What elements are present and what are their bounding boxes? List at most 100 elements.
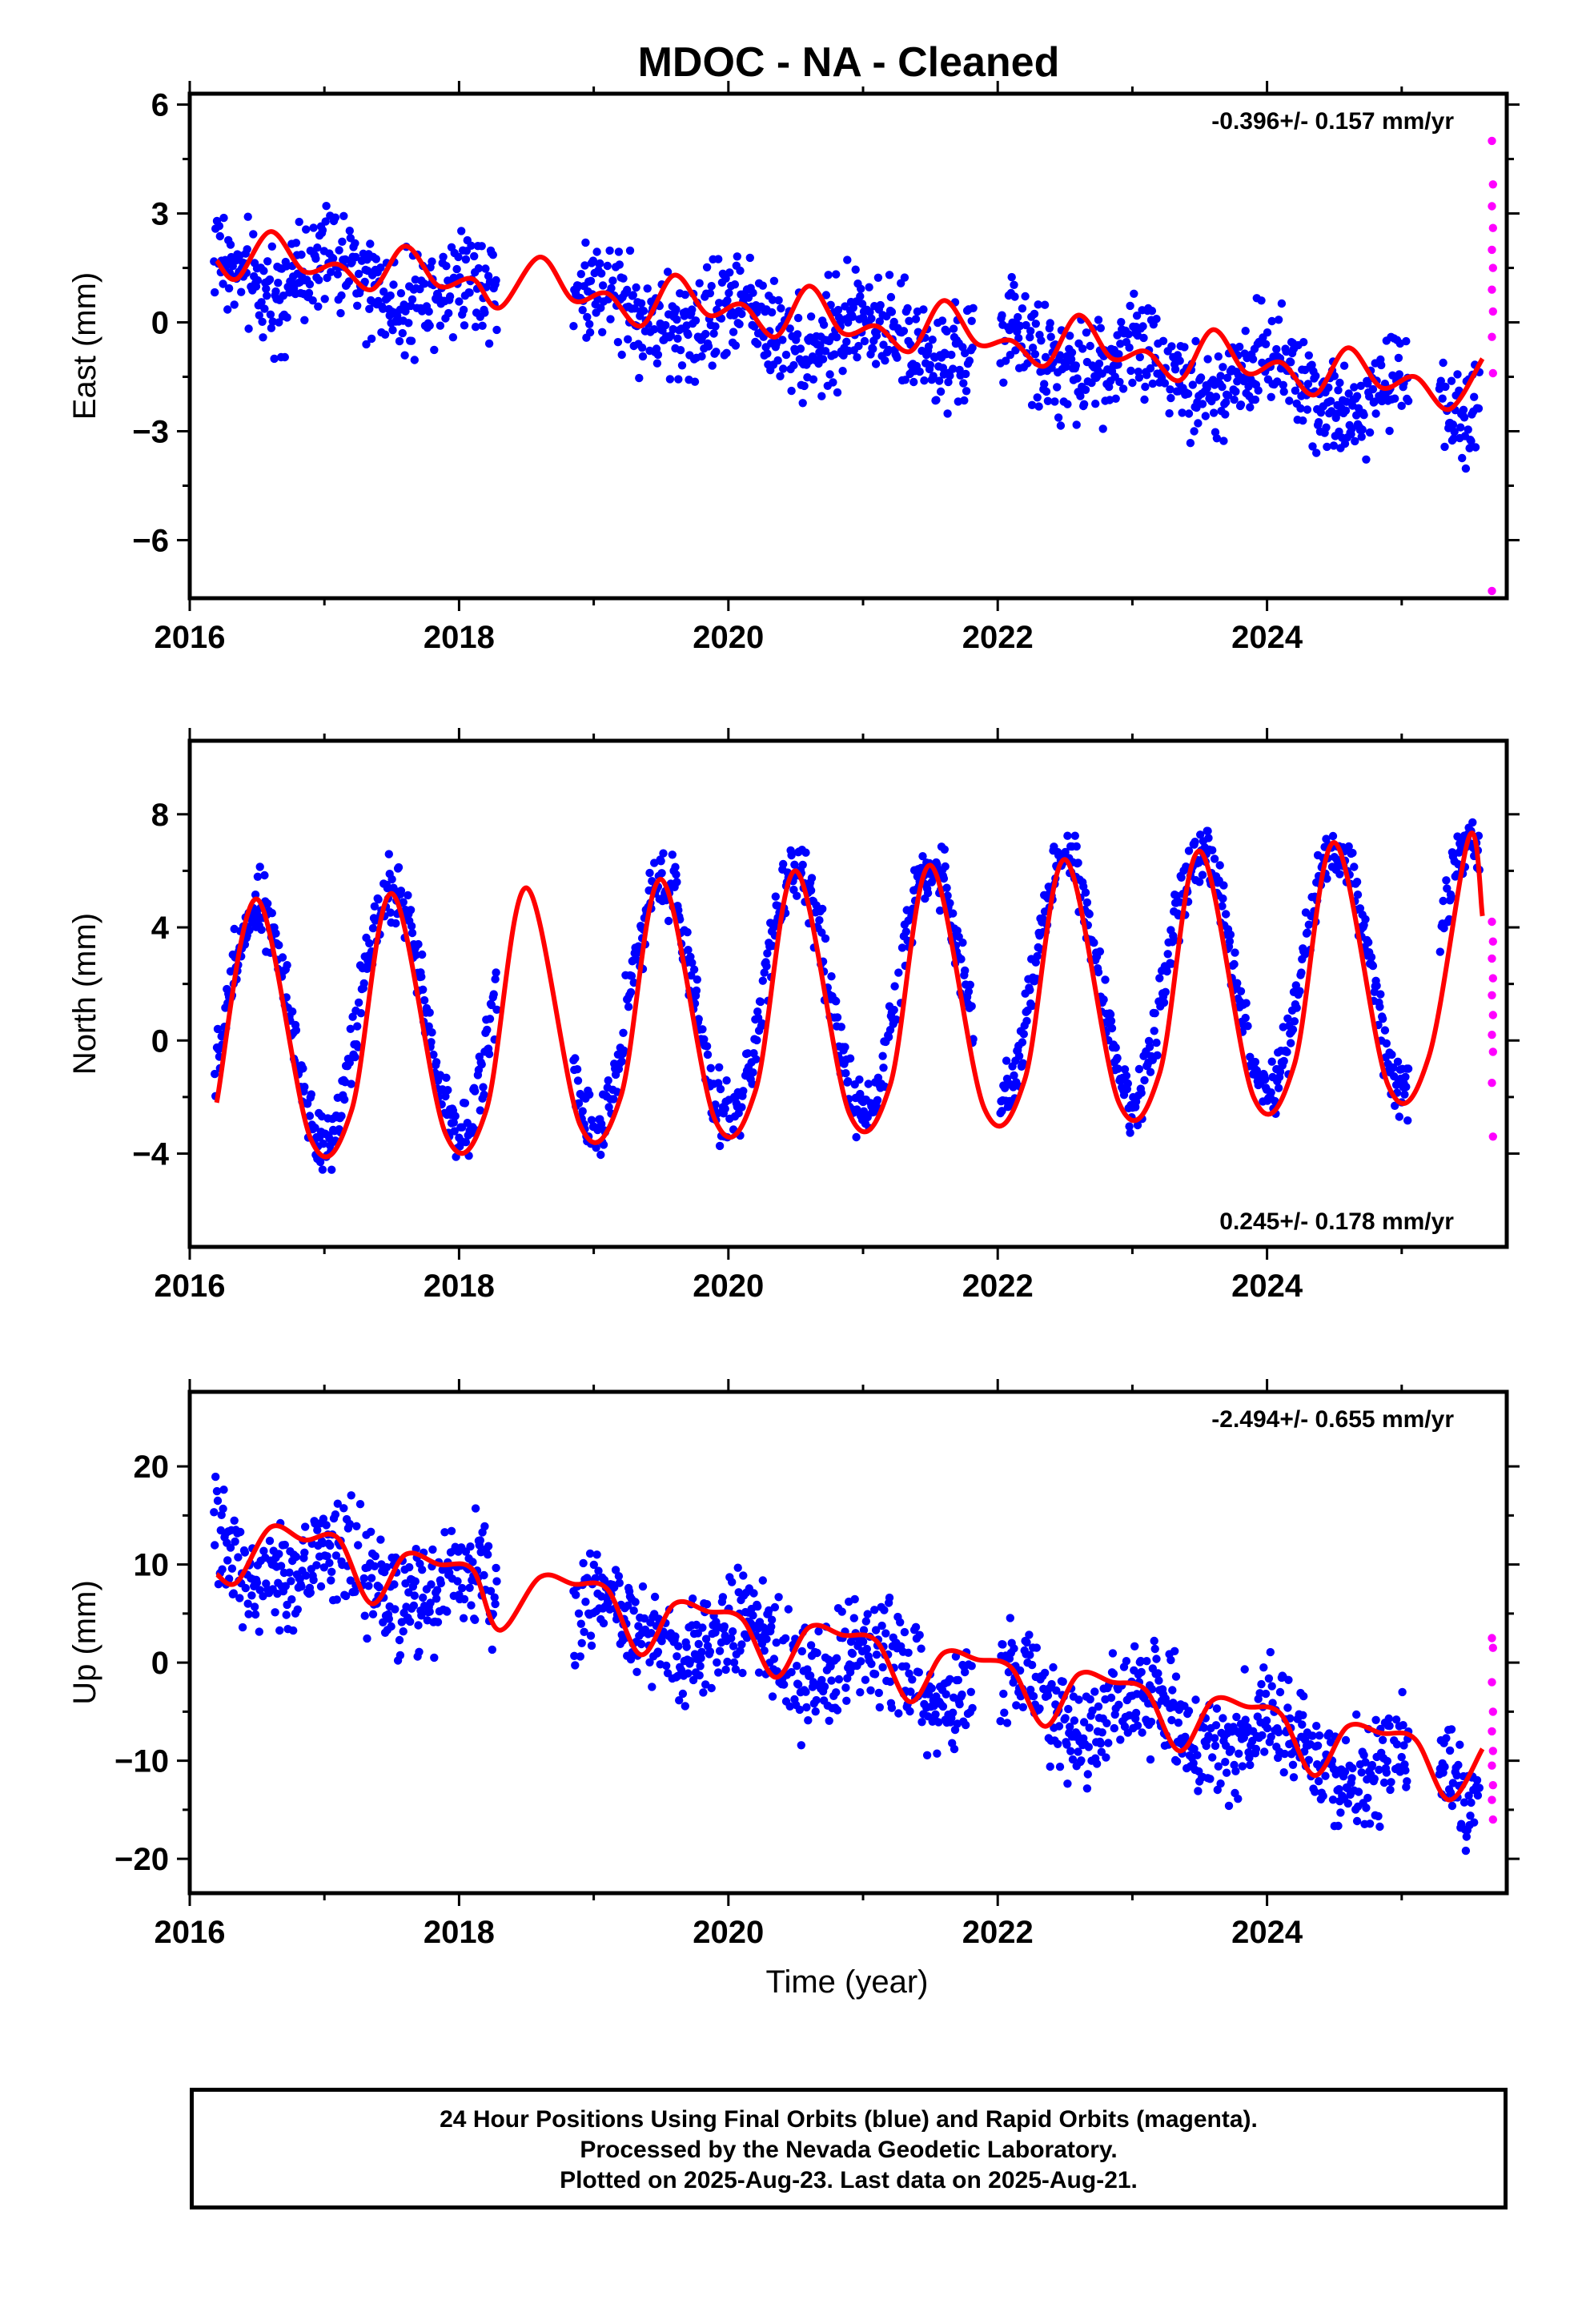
final-orbit-point [1471,443,1480,452]
final-orbit-point [856,292,865,301]
final-orbit-point [1186,439,1195,448]
final-orbit-point [1106,1693,1116,1703]
final-orbit-point [1126,366,1135,376]
final-orbit-point [829,378,837,387]
final-orbit-point [772,340,781,348]
final-orbit-point [689,965,699,974]
final-orbit-point [476,1536,484,1545]
final-orbit-point [594,1566,603,1575]
final-orbit-point [1018,1059,1028,1068]
final-orbit-point [1303,928,1312,937]
final-orbit-point [1464,425,1472,434]
final-orbit-point [244,324,253,333]
final-orbit-point [1330,372,1339,380]
final-orbit-point [599,1140,608,1149]
final-orbit-point [1142,1657,1151,1666]
final-orbit-point [706,1063,715,1073]
final-orbit-point [723,1657,732,1667]
final-orbit-point [696,1662,705,1671]
final-orbit-point [1191,336,1200,346]
final-orbit-point [1288,1760,1298,1769]
final-orbit-point [1290,1017,1299,1026]
final-orbit-point [693,975,701,984]
final-orbit-point [1474,404,1484,413]
final-orbit-point [345,1058,354,1068]
final-orbit-point [1031,958,1041,967]
final-orbit-point [1304,351,1314,360]
final-orbit-point [1071,361,1081,370]
final-orbit-point [817,928,826,937]
final-orbit-point [911,1622,921,1632]
final-orbit-point [689,1594,697,1603]
final-orbit-point [1364,938,1373,947]
final-orbit-point [1199,1723,1209,1732]
final-orbit-point [1145,1043,1154,1051]
final-orbit-point [1367,953,1376,962]
final-orbit-point [735,320,744,328]
final-orbit-point [270,354,279,364]
final-orbit-point [853,353,861,362]
final-orbit-point [878,1051,887,1060]
final-orbit-point [949,1708,958,1717]
rapid-orbit-points [1488,917,1498,1141]
final-orbit-point [1054,413,1063,422]
final-orbit-point [597,1120,606,1128]
final-orbit-point [467,241,476,250]
final-orbit-point [406,906,416,915]
final-orbit-point [263,292,271,300]
final-orbit-point [716,1084,725,1094]
final-orbit-point [903,304,912,313]
final-orbit-point [1389,1063,1398,1072]
final-orbit-point [1246,403,1255,412]
rapid-orbit-point [1488,1634,1496,1642]
final-orbit-point [363,1634,371,1643]
final-orbit-point [1224,1801,1234,1811]
final-orbit-point [1110,1723,1119,1733]
final-orbit-point [693,1629,702,1638]
final-orbit-point [354,998,363,1007]
final-orbit-point [897,943,907,952]
final-orbit-point [825,370,834,379]
final-orbit-point [965,356,974,365]
final-orbit-point [1111,1043,1120,1052]
final-orbit-point [946,372,954,380]
final-orbit-point [1400,1090,1409,1099]
final-orbit-point [1235,342,1244,352]
final-orbit-point [833,305,843,315]
final-orbit-point [367,334,376,344]
final-orbit-point [368,923,378,933]
final-orbit-point [379,287,388,296]
y-tick-label: 20 [134,1449,170,1485]
final-orbit-point [935,376,944,385]
final-orbit-point [250,1602,259,1611]
rapid-orbit-point [1488,180,1498,189]
final-orbit-point [653,1647,663,1656]
final-orbit-point [1391,394,1399,403]
final-orbit-point [769,276,779,285]
x-tick-label: 2018 [424,620,495,655]
final-orbit-point [1356,381,1366,390]
x-tick-label: 2022 [962,1915,1034,1950]
final-orbit-point [834,1675,844,1684]
final-orbit-point [848,1649,857,1659]
final-orbit-point [359,1574,368,1583]
final-orbit-point [1235,1749,1243,1758]
final-orbit-point [1258,1731,1267,1740]
final-orbit-point [1344,389,1353,398]
final-orbit-point [318,226,327,235]
final-orbit-point [576,270,585,279]
final-orbit-point [768,296,777,304]
final-orbit-point [471,1615,480,1625]
final-orbit-point [1391,1715,1401,1724]
final-orbit-point [771,892,780,901]
final-orbit-point [1267,1057,1276,1066]
final-orbit-point [705,1647,715,1656]
final-orbit-point [291,239,301,247]
y-tick-label: 6 [151,88,169,123]
final-orbit-point [471,1504,480,1513]
final-orbit-point [1198,400,1207,408]
final-orbit-point [1242,999,1251,1007]
final-orbit-point [1395,1112,1404,1121]
final-orbit-point [933,1749,942,1758]
final-orbit-point [697,1647,706,1656]
